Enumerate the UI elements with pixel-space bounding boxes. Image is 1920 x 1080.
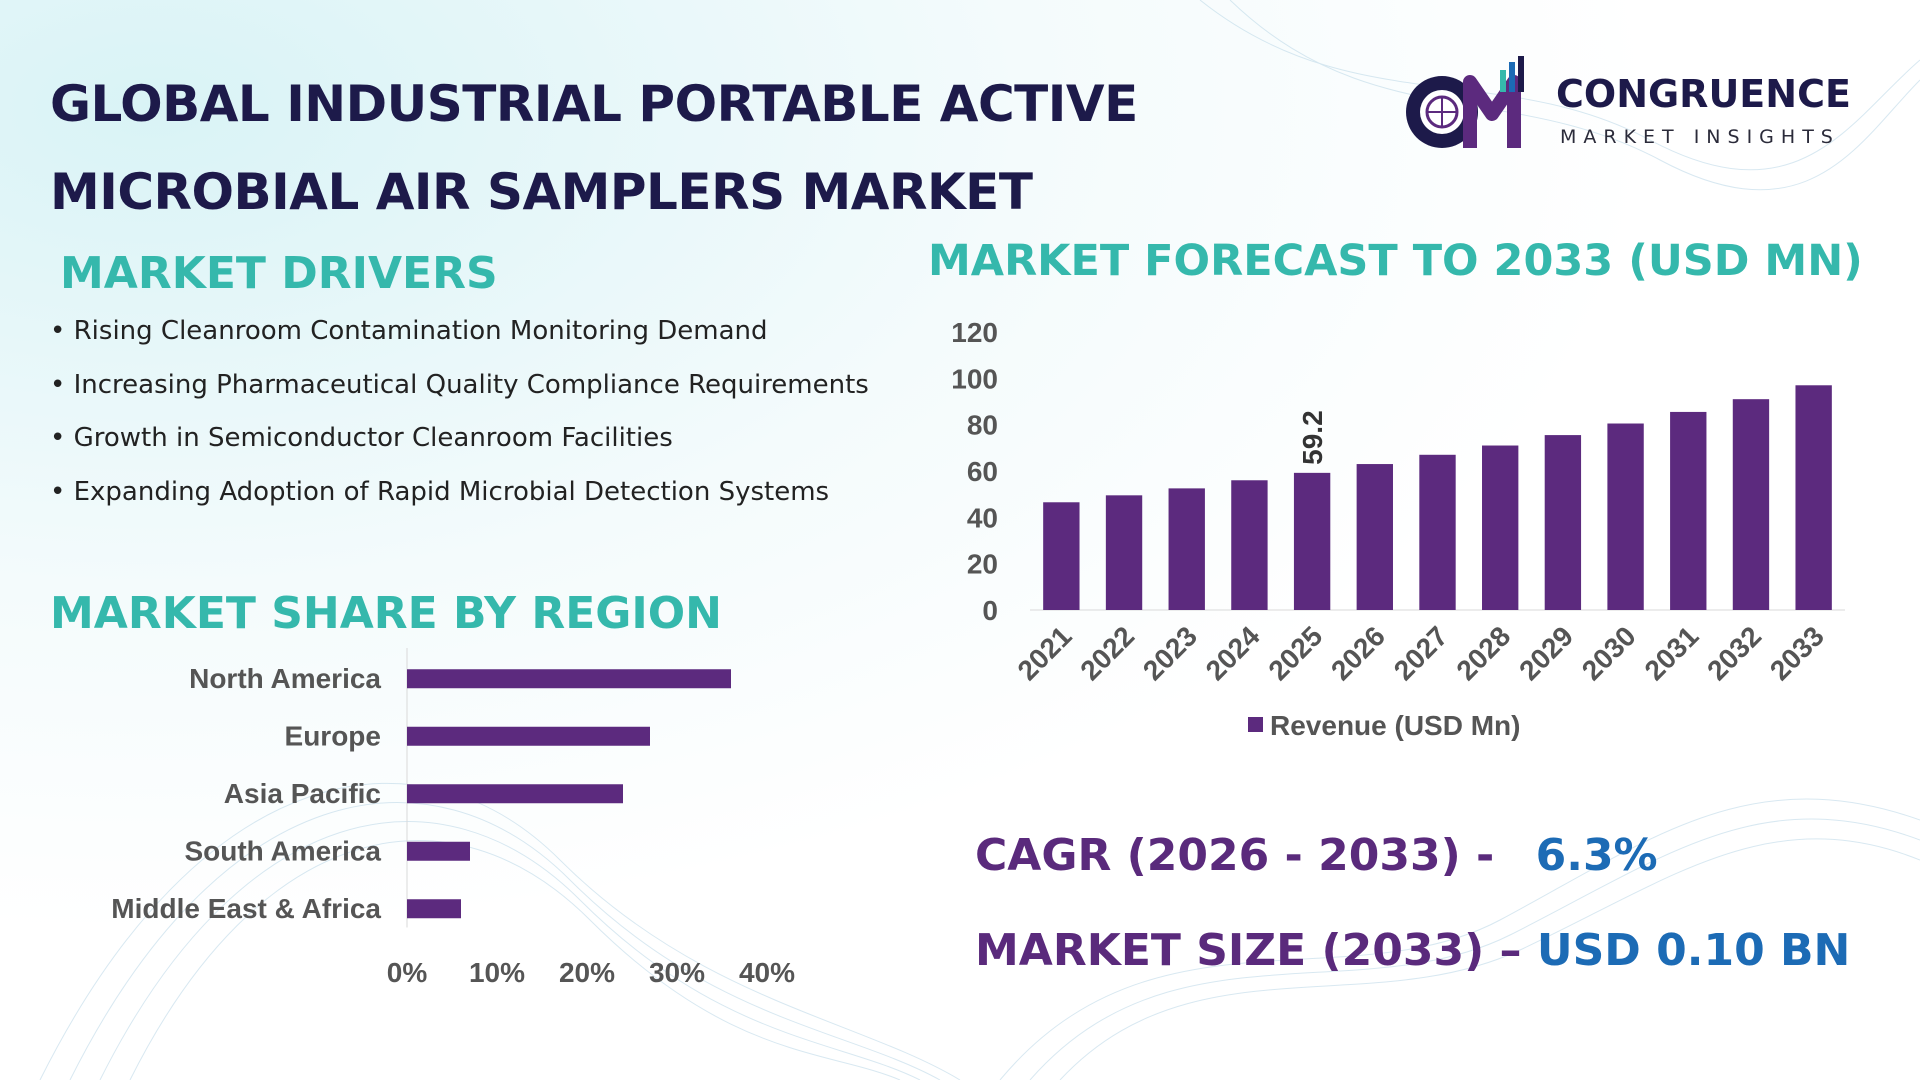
forecast-x-tick-label: 2023 <box>1137 620 1203 686</box>
region-bar <box>407 841 470 861</box>
market-size-label: MARKET SIZE (2033) – <box>975 925 1522 976</box>
region-x-tick-label: 20% <box>559 957 615 988</box>
market-drivers-heading: MARKET DRIVERS <box>60 248 498 299</box>
forecast-y-tick-label: 80 <box>967 410 998 441</box>
forecast-bar <box>1293 472 1331 610</box>
forecast-bar <box>1043 502 1080 610</box>
forecast-bar <box>1419 454 1456 610</box>
market-size-value: USD 0.10 BN <box>1536 925 1851 976</box>
region-share-chart: North America Europe Asia Pacific South Ame… <box>111 648 795 988</box>
forecast-x-tick-label: 2032 <box>1701 620 1767 686</box>
forecast-bar <box>1168 488 1205 610</box>
forecast-x-tick-label: 2030 <box>1576 620 1642 686</box>
region-x-tick-label: 40% <box>739 957 795 988</box>
forecast-x-tick-label: 2026 <box>1325 620 1391 686</box>
forecast-bar <box>1607 423 1644 610</box>
cagr-value: 6.3% <box>1535 830 1658 881</box>
forecast-x-tick-label: 2021 <box>1012 620 1078 686</box>
forecast-chart: 0204060801001202021202220232024202520262… <box>951 317 1845 741</box>
forecast-bar <box>1544 435 1582 610</box>
forecast-x-tick-label: 2029 <box>1513 620 1579 686</box>
region-category-label: South America <box>184 835 381 866</box>
region-category-label: Europe <box>285 720 381 751</box>
region-x-tick-label: 10% <box>469 957 525 988</box>
cagr-label: CAGR (2026 - 2033) - <box>975 830 1495 881</box>
market-drivers-list: Rising Cleanroom Contamination Monitorin… <box>50 305 912 519</box>
forecast-y-tick-label: 120 <box>951 317 998 348</box>
forecast-bar <box>1482 445 1519 610</box>
region-bar <box>407 726 650 746</box>
driver-item: Expanding Adoption of Rapid Microbial De… <box>50 466 912 520</box>
driver-item: Growth in Semiconductor Cleanroom Facili… <box>50 412 912 466</box>
forecast-y-tick-label: 60 <box>967 456 998 487</box>
forecast-x-tick-label: 2022 <box>1074 620 1140 686</box>
market-size-kpi: MARKET SIZE (2033) – USD 0.10 BN <box>975 925 1850 976</box>
cagr-kpi: CAGR (2026 - 2033) - 6.3% <box>975 830 1658 881</box>
forecast-y-tick-label: 0 <box>982 595 998 626</box>
forecast-bar <box>1231 480 1268 610</box>
forecast-bar <box>1670 411 1707 610</box>
forecast-bar <box>1105 495 1143 610</box>
region-category-label: Middle East & Africa <box>111 893 381 924</box>
forecast-x-tick-label: 2031 <box>1639 620 1705 686</box>
logo-tagline: MARKET INSIGHTS <box>1560 126 1840 148</box>
legend-swatch <box>1248 717 1263 732</box>
forecast-x-tick-label: 2028 <box>1450 620 1516 686</box>
forecast-y-tick-label: 40 <box>967 502 998 533</box>
region-category-label: Asia Pacific <box>224 778 381 809</box>
forecast-bar <box>1356 464 1393 610</box>
forecast-x-tick-label: 2024 <box>1200 620 1266 686</box>
forecast-bar <box>1795 385 1832 610</box>
company-logo: CONGRUENCE MARKET INSIGHTS <box>1400 52 1870 162</box>
title-line-1: GLOBAL INDUSTRIAL PORTABLE ACTIVE <box>50 75 1138 133</box>
globe-bar-logo-icon <box>1406 56 1524 148</box>
forecast-y-tick-label: 100 <box>951 363 998 394</box>
title-line-2: MICROBIAL AIR SAMPLERS MARKET <box>50 163 1033 221</box>
region-share-heading: MARKET SHARE BY REGION <box>50 588 722 639</box>
forecast-y-tick-label: 20 <box>967 549 998 580</box>
region-x-tick-label: 30% <box>649 957 705 988</box>
region-x-tick-label: 0% <box>387 957 428 988</box>
forecast-x-tick-label: 2025 <box>1262 620 1328 686</box>
region-bar <box>407 784 623 804</box>
forecast-bar <box>1732 399 1770 610</box>
driver-item: Increasing Pharmaceutical Quality Compli… <box>50 359 912 413</box>
forecast-data-label: 59.2 <box>1297 410 1328 465</box>
legend-label: Revenue (USD Mn) <box>1270 710 1520 741</box>
page-title: GLOBAL INDUSTRIAL PORTABLE ACTIVE MICROB… <box>50 60 1170 236</box>
region-bar <box>407 899 461 919</box>
forecast-x-tick-label: 2033 <box>1764 620 1830 686</box>
region-bar <box>407 669 731 689</box>
region-category-label: North America <box>189 663 381 694</box>
driver-item: Rising Cleanroom Contamination Monitorin… <box>50 305 912 359</box>
forecast-heading: MARKET FORECAST TO 2033 (USD MN) <box>928 236 1863 286</box>
logo-name: CONGRUENCE <box>1556 72 1851 116</box>
forecast-x-tick-label: 2027 <box>1388 620 1454 686</box>
